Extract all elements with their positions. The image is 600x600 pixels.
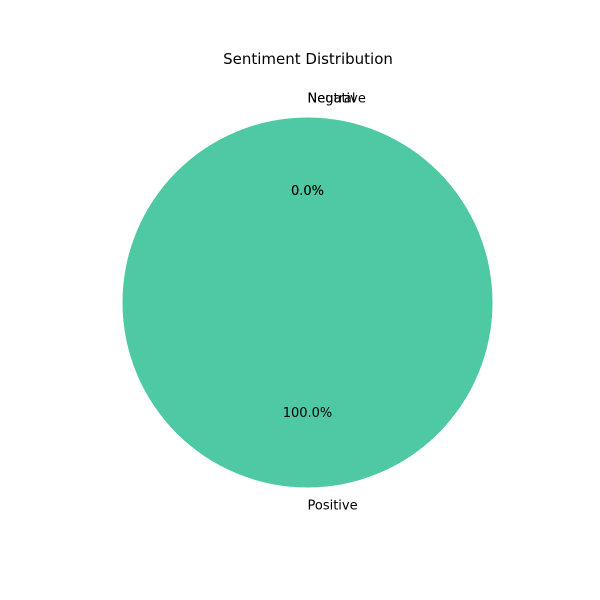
pie-slices: [122, 117, 493, 488]
slice-label-positive: Positive: [308, 499, 358, 514]
chart-title: Sentiment Distribution: [223, 50, 393, 68]
percent-label-negative: 0.0%: [291, 184, 324, 199]
slice-label-neutral: Neutral: [308, 92, 356, 107]
percent-label-neutral: 0.0%: [291, 184, 324, 199]
pie-slice-positive: [122, 117, 493, 488]
percent-label-positive: 100.0%: [283, 406, 333, 421]
slice-label-negative: Negative: [308, 92, 366, 107]
